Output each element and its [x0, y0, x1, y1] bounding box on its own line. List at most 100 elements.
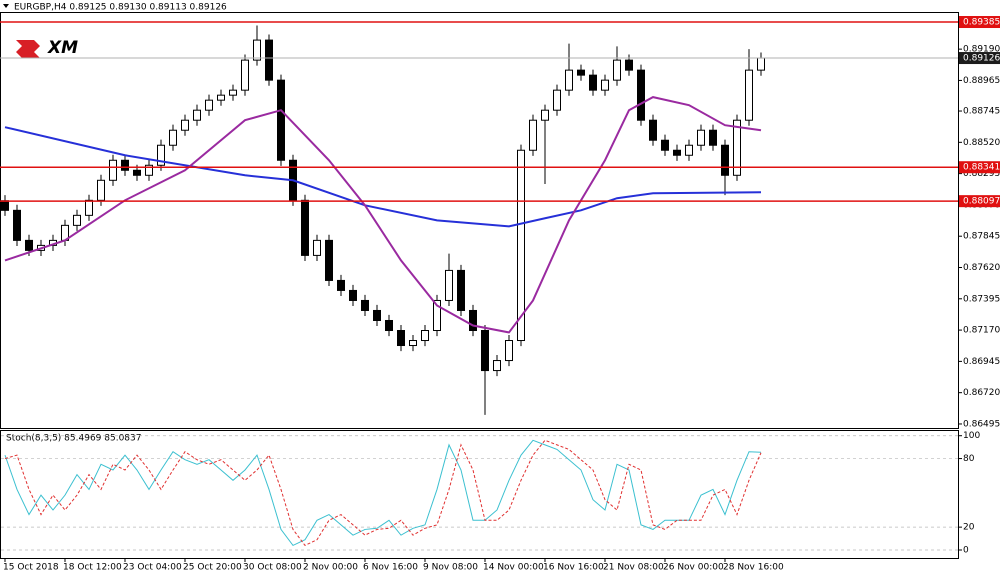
candle-body [709, 129, 717, 146]
x-tick-label: 30 Oct 08:00 [243, 563, 302, 573]
x-tick-label: 9 Nov 08:00 [423, 563, 478, 573]
candle-body [25, 239, 33, 251]
stoch-title: Stoch(8,3,5) 85.4969 85.0837 [6, 434, 141, 444]
candle-body [73, 214, 81, 226]
level-tag [959, 161, 1000, 174]
candle-body [145, 164, 153, 176]
candle-body [529, 119, 537, 151]
candle-body [217, 94, 225, 101]
candle-body [505, 340, 513, 362]
candle-body [397, 330, 405, 347]
candle-body [121, 159, 129, 171]
stoch-line [4, 439, 762, 547]
y-tick-label: 0.88745 [963, 107, 1000, 117]
candle-body [157, 144, 165, 166]
level-label: 0.88341 [963, 163, 1000, 173]
candle-body [361, 299, 369, 311]
candle-body [253, 39, 261, 61]
candle-body [457, 269, 465, 311]
y-tick-label: 0.87845 [963, 232, 1000, 242]
candle-body [445, 269, 453, 301]
candle-body [1, 200, 9, 211]
moving-average [4, 96, 762, 334]
x-tick-label: 18 Oct 12:00 [63, 563, 122, 573]
x-tick-label: 26 Nov 00:00 [663, 563, 724, 573]
candle-body [661, 139, 669, 151]
candle-body [637, 69, 645, 121]
y-tick-label: 0.89190 [963, 45, 1000, 55]
candle-body [733, 119, 741, 176]
y-tick-label: 0.86945 [963, 357, 1000, 367]
y-tick-label: 0.88520 [963, 138, 1000, 148]
menu-arrow[interactable] [3, 4, 9, 8]
candle-body [565, 69, 573, 91]
stoch-panel-frame [0, 430, 959, 559]
candle-body [313, 239, 321, 256]
x-tick-label: 15 Oct 2018 [3, 563, 59, 573]
y-tick-label: 0.87170 [963, 326, 1000, 336]
candle-body [553, 89, 561, 111]
candle-body [349, 289, 357, 301]
candle-body [721, 144, 729, 176]
y-tick-label: 20 [963, 523, 975, 533]
candle-body [757, 57, 765, 71]
y-tick-label: 0.87395 [963, 294, 1000, 304]
candle-body [625, 59, 633, 71]
y-tick-label: 0.88965 [963, 76, 1000, 86]
y-tick-label: 0.86495 [963, 419, 1000, 429]
candle-body [673, 149, 681, 156]
moving-average [4, 126, 762, 228]
overlay-layer: 0.89126 0.89385 0.88341 0.88097 [0, 16, 1000, 208]
candle-body [205, 99, 213, 111]
candle-body [541, 109, 549, 121]
candle-body [613, 59, 621, 81]
x-tick-label: 14 Nov 00:00 [483, 563, 544, 573]
candle-body [277, 79, 285, 161]
candle-body [337, 279, 345, 291]
level-tag [959, 195, 1000, 208]
candle-body [517, 149, 525, 342]
logo-text: XM [47, 38, 78, 58]
candle-body [685, 144, 693, 156]
candle-body [241, 59, 249, 91]
y-tick-label: 0.88295 [963, 169, 1000, 179]
candle-body [193, 109, 201, 121]
symbol-title: EURGBP,H4 0.89125 0.89130 0.89113 0.8912… [14, 3, 227, 13]
candle-body [85, 199, 93, 216]
current-price-label: 0.89126 [963, 54, 1000, 64]
candle-body [469, 309, 477, 332]
candle-body [133, 169, 141, 176]
main-panel-frame [0, 12, 959, 429]
candle-body [601, 79, 609, 91]
main-layer: 0.89190 0.88965 0.88745 0.88520 0.88295 0.880… [1, 25, 1000, 573]
level-tag [959, 16, 1000, 29]
candle-body [265, 39, 273, 81]
candle-body [373, 309, 381, 321]
candle-body [493, 360, 501, 372]
y-tick-label: 0 [963, 546, 969, 556]
candle-body [481, 330, 489, 372]
candle-body [433, 299, 441, 332]
candle-body [13, 209, 21, 241]
level-label: 0.89385 [963, 18, 1000, 28]
x-tick-label: 23 Oct 04:00 [123, 563, 182, 573]
y-tick-label: 100 [963, 431, 980, 441]
level-label: 0.88097 [963, 197, 1000, 207]
candle-body [97, 179, 105, 201]
y-tick-label: 80 [963, 454, 975, 464]
candle-body [229, 89, 237, 96]
candle-body [409, 340, 417, 347]
candle-body [589, 74, 597, 91]
y-tick-label: 0.86720 [963, 388, 1000, 398]
candle-body [181, 119, 189, 131]
x-tick-label: 6 Nov 16:00 [363, 563, 418, 573]
candle-body [577, 69, 585, 76]
candle-body [169, 129, 177, 146]
candle-body [421, 330, 429, 342]
candle-body [697, 129, 705, 146]
current-price-tag [959, 52, 1000, 65]
candle-body [745, 69, 753, 121]
x-tick-label: 28 Nov 16:00 [723, 563, 784, 573]
